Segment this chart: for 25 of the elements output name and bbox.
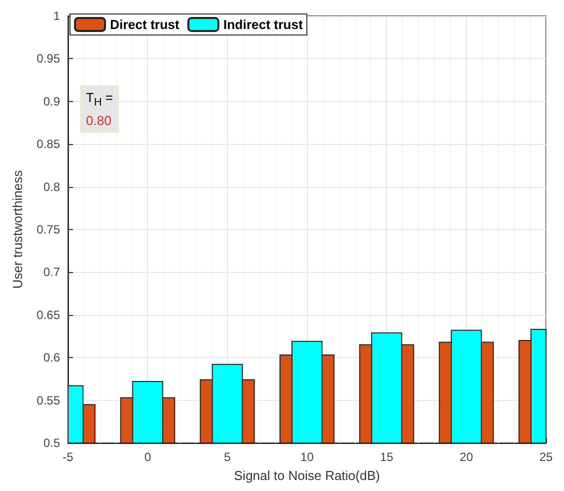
x-tick-label: -5 xyxy=(62,450,74,464)
annotation: 0.80 xyxy=(86,112,112,129)
annotation-box: T$_{H}$ = 0.80 xyxy=(80,85,119,133)
y-tick-label: 0.95 xyxy=(36,52,60,66)
x-tick-label: 0 xyxy=(144,450,152,464)
y-tick-label: 0.9 xyxy=(43,94,60,108)
y-tick-label: 0.6 xyxy=(43,350,60,365)
y-tick-label: 0.65 xyxy=(36,308,60,322)
y-tick-label: 0.7 xyxy=(43,265,60,280)
x-tick-label: 15 xyxy=(380,450,394,464)
x-tick-label: 25 xyxy=(539,450,553,464)
y-tick-label: 0.5 xyxy=(43,436,60,450)
y-tick-label: 0.55 xyxy=(36,393,60,408)
x-tick-label: 20 xyxy=(460,450,474,464)
x-tick-label: 5 xyxy=(224,450,231,464)
legend-label: Direct trust xyxy=(110,17,180,32)
y-tick-label: 0.75 xyxy=(36,222,60,236)
y-tick-label: 0.8 xyxy=(43,180,60,194)
x-tick-label: 10 xyxy=(300,450,314,464)
annotation: T$_{H}$ = xyxy=(86,89,113,111)
y-tick-label: 0.85 xyxy=(36,137,60,152)
y-axis-title: User trustworthiness xyxy=(10,170,25,289)
x-axis-title: Signal to Noise Ratio(dB) xyxy=(234,468,380,483)
y-tick-label: 1 xyxy=(53,9,60,23)
legend-label: Indirect trust xyxy=(223,17,304,32)
